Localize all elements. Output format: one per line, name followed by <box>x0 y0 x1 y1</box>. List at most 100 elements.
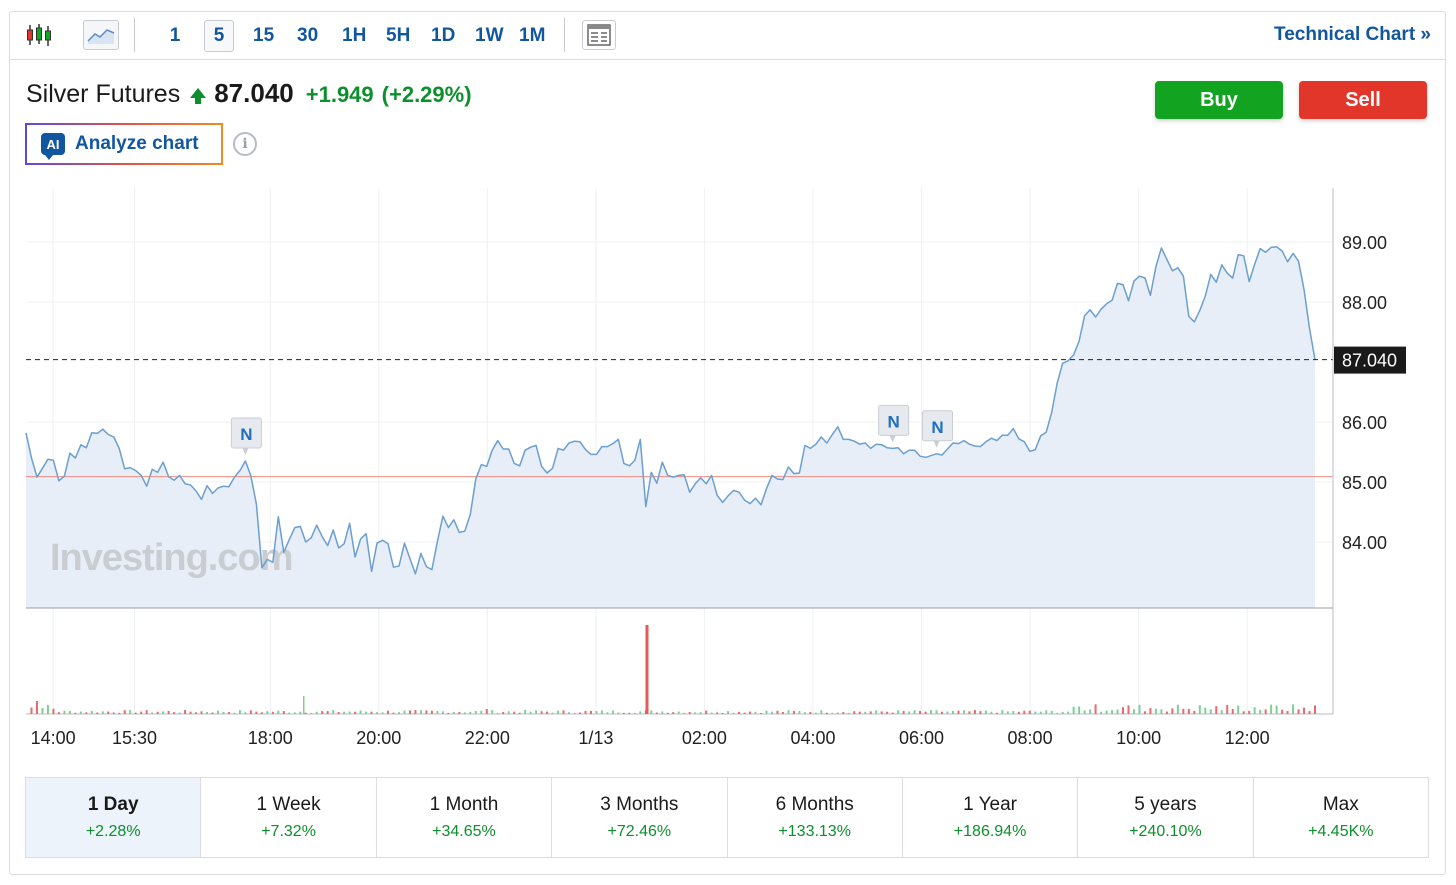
volume-bar <box>562 710 565 714</box>
period-6-months[interactable]: 6 Months +133.13% <box>728 778 903 857</box>
volume-bar <box>551 712 554 714</box>
volume-bar <box>1105 710 1108 714</box>
timeframe-1h[interactable]: 1H <box>342 25 367 46</box>
volume-bar <box>238 710 241 714</box>
period-change: +240.10% <box>1129 823 1202 840</box>
volume-bar <box>645 625 649 714</box>
volume-bar <box>46 704 49 714</box>
up-arrow-icon <box>190 88 207 104</box>
volume-bar <box>222 711 225 714</box>
news-marker-label: N <box>931 418 943 437</box>
volume-bar <box>134 712 137 714</box>
analyze-chart-label: Analyze chart <box>75 133 199 154</box>
volume-bar <box>749 711 752 714</box>
volume-bar <box>474 710 477 714</box>
volume-bar <box>452 712 455 714</box>
volume-bar <box>1039 711 1042 714</box>
last-price-tag <box>1334 346 1406 374</box>
y-tick-label: 89.00 <box>1342 233 1387 253</box>
timeframe-5[interactable]: 5 <box>204 20 234 52</box>
x-tick-label: 22:00 <box>465 728 510 748</box>
volume-bar <box>765 710 768 714</box>
volume-bar <box>96 712 99 714</box>
volume-bar <box>1012 711 1015 714</box>
x-tick-label: 20:00 <box>356 728 401 748</box>
volume-bar <box>798 711 801 714</box>
volume-bar <box>1067 711 1070 714</box>
x-tick-label: 14:00 <box>31 728 76 748</box>
volume-bar <box>875 710 878 714</box>
volume-bar <box>419 710 422 714</box>
volume-bar <box>293 712 296 714</box>
volume-bar <box>74 712 77 714</box>
volume-bar <box>1171 708 1174 714</box>
volume-bar <box>1303 707 1306 714</box>
timeframe-1d[interactable]: 1D <box>431 25 456 46</box>
timeframe-15[interactable]: 15 <box>253 25 275 46</box>
candlestick-icon[interactable] <box>24 20 56 50</box>
volume-bar <box>524 710 527 714</box>
volume-bar <box>792 710 795 714</box>
volume-bar <box>770 711 773 714</box>
volume-bar <box>869 711 872 714</box>
timeframe-1w[interactable]: 1W <box>475 25 504 46</box>
volume-bar <box>633 712 636 714</box>
volume-bar <box>1072 706 1075 714</box>
buy-button[interactable]: Buy <box>1155 81 1283 119</box>
news-marker-pointer <box>242 448 249 455</box>
volume-bar <box>1045 710 1048 714</box>
area-chart-icon[interactable] <box>83 20 119 50</box>
timeframe-30[interactable]: 30 <box>297 25 319 46</box>
period-change: +133.13% <box>778 823 851 840</box>
period-1-year[interactable]: 1 Year +186.94% <box>903 778 1079 857</box>
sell-button[interactable]: Sell <box>1299 81 1427 119</box>
y-tick-label: 84.00 <box>1342 533 1387 553</box>
price-line[interactable] <box>25 246 1316 575</box>
volume-bar <box>1017 711 1020 714</box>
last-price-tag-label: 87.040 <box>1342 351 1397 371</box>
volume-bar <box>1193 710 1196 714</box>
period-change: +2.28% <box>85 823 141 840</box>
news-marker-label: N <box>240 425 252 444</box>
volume-bar <box>732 712 735 714</box>
period-1-week[interactable]: 1 Week +7.32% <box>201 778 377 857</box>
volume-bar <box>672 712 675 714</box>
volume-bar <box>611 710 614 714</box>
x-tick-label: 04:00 <box>790 728 835 748</box>
timeframe-1m[interactable]: 1M <box>519 25 546 46</box>
period-label: 1 Month <box>429 794 499 815</box>
volume-bar <box>1187 708 1190 714</box>
period-1-month[interactable]: 1 Month +34.65% <box>377 778 553 857</box>
volume-bar <box>112 712 115 714</box>
ai-icon: AI <box>41 133 65 160</box>
volume-bar <box>984 710 987 714</box>
volume-bar <box>699 712 702 714</box>
volume-bar <box>244 712 247 714</box>
volume-bar <box>1050 710 1053 714</box>
period-5-years[interactable]: 5 years +240.10% <box>1078 778 1254 857</box>
volume-bar <box>968 711 971 714</box>
timeframe-1[interactable]: 1 <box>169 25 181 46</box>
volume-bar <box>387 710 390 714</box>
volume-bar <box>189 711 192 714</box>
analyze-chart-button[interactable]: AI Analyze chart <box>25 123 223 165</box>
info-icon[interactable]: i <box>233 132 257 156</box>
volume-bar <box>458 711 461 714</box>
volume-bar <box>343 711 346 714</box>
layout-icon[interactable] <box>582 20 616 50</box>
volume-bar <box>304 712 307 714</box>
chart-toolbar: 1 5 15 30 1H 5H 1D 1W 1M Technical Chart » <box>10 12 1445 60</box>
volume-bar <box>897 710 900 714</box>
technical-chart-link[interactable]: Technical Chart » <box>1274 24 1431 45</box>
timeframe-5h[interactable]: 5H <box>386 25 411 46</box>
period-3-months[interactable]: 3 Months +72.46% <box>552 778 728 857</box>
period-1-day[interactable]: 1 Day +2.28% <box>26 778 202 857</box>
volume-bar <box>1143 711 1146 714</box>
volume-bar <box>227 711 230 714</box>
period-max[interactable]: Max +4.45K% <box>1254 778 1428 857</box>
volume-bar <box>299 711 302 714</box>
volume-bar <box>1116 709 1119 714</box>
volume-bar <box>743 712 746 714</box>
price-chart[interactable]: Investing.com 89.00 88.00 86.00 85.00 84.00 87… <box>0 0 1456 770</box>
volume-bar <box>1226 704 1229 714</box>
